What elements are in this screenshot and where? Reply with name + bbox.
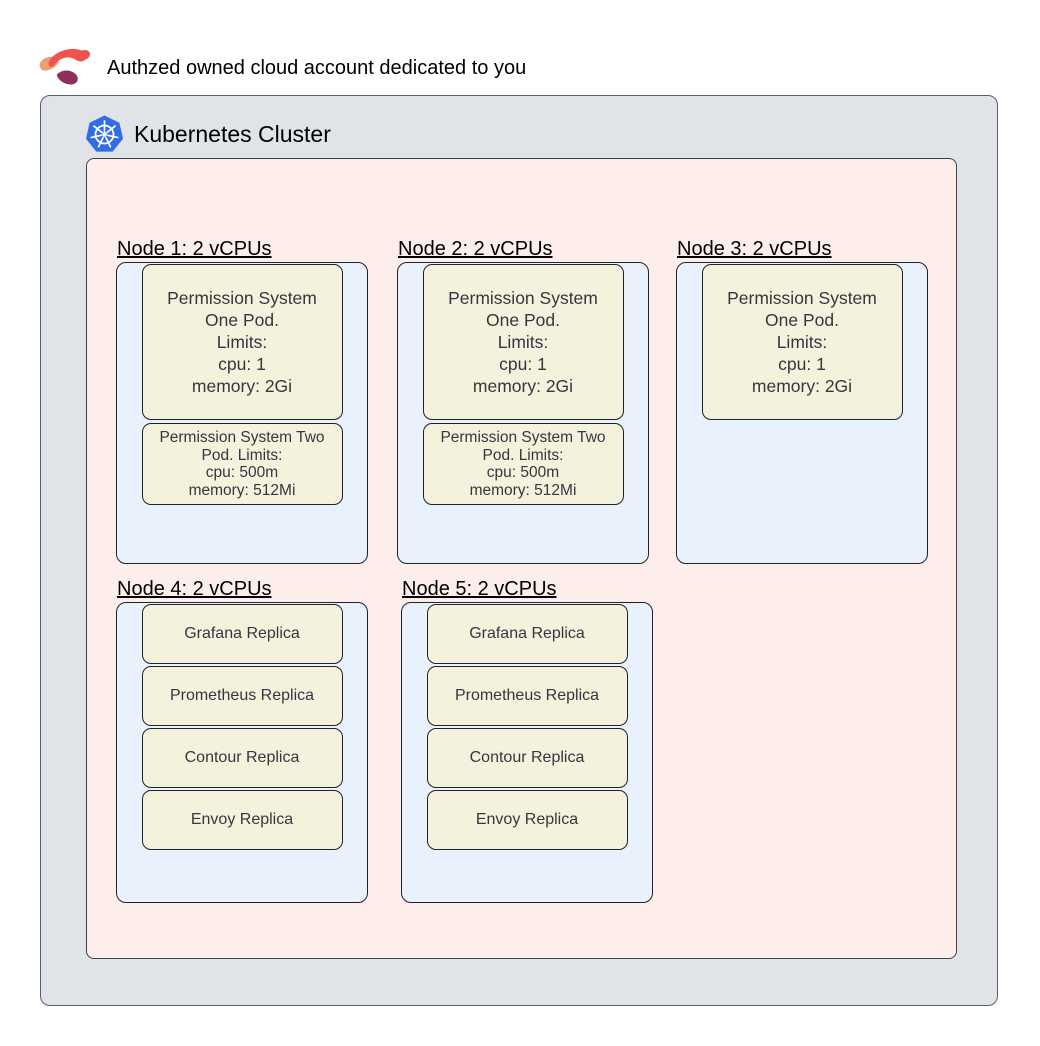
- node-5-box: Grafana Replica Prometheus Replica Conto…: [401, 602, 653, 903]
- pod-envoy-replica: Envoy Replica: [426, 790, 628, 850]
- node-4-label: Node 4: 2 vCPUs: [117, 578, 272, 600]
- node-5: Node 5: 2 vCPUs Grafana Replica Promethe…: [401, 578, 653, 903]
- cluster-label: Kubernetes Cluster: [134, 121, 331, 147]
- pod-contour-replica: Contour Replica: [141, 728, 343, 788]
- pod-permission-system-one: Permission System One Pod. Limits: cpu: …: [701, 264, 903, 420]
- node-1-label: Node 1: 2 vCPUs: [117, 238, 272, 260]
- node-3: Node 3: 2 vCPUs Permission System One Po…: [676, 238, 928, 564]
- node-4-box: Grafana Replica Prometheus Replica Conto…: [116, 602, 368, 903]
- authzed-logo-icon: [39, 48, 90, 85]
- node-2-box: Permission System One Pod. Limits: cpu: …: [397, 262, 649, 564]
- node-4: Node 4: 2 vCPUs Grafana Replica Promethe…: [116, 578, 368, 903]
- node-1-box: Permission System One Pod. Limits: cpu: …: [116, 262, 368, 564]
- pod-permission-system-one: Permission System One Pod. Limits: cpu: …: [141, 264, 343, 420]
- pod-permission-system-two: Permission System Two Pod. Limits: cpu: …: [141, 423, 343, 505]
- pod-permission-system-one: Permission System One Pod. Limits: cpu: …: [422, 264, 624, 420]
- pod-permission-system-two: Permission System Two Pod. Limits: cpu: …: [422, 423, 624, 505]
- node-1: Node 1: 2 vCPUs Permission System One Po…: [116, 238, 368, 564]
- node-3-box: Permission System One Pod. Limits: cpu: …: [676, 262, 928, 564]
- node-2-label: Node 2: 2 vCPUs: [398, 238, 553, 260]
- pod-prometheus-replica: Prometheus Replica: [141, 666, 343, 726]
- pod-grafana-replica: Grafana Replica: [141, 604, 343, 664]
- kubernetes-logo-icon: [86, 115, 123, 152]
- header: Authzed owned cloud account dedicated to…: [36, 40, 526, 96]
- kubernetes-cluster-box: Node 1: 2 vCPUs Permission System One Po…: [86, 158, 957, 959]
- pod-envoy-replica: Envoy Replica: [141, 790, 343, 850]
- pod-prometheus-replica: Prometheus Replica: [426, 666, 628, 726]
- page-title: Authzed owned cloud account dedicated to…: [107, 56, 527, 79]
- node-3-label: Node 3: 2 vCPUs: [677, 238, 832, 260]
- cloud-account-box: Kubernetes Cluster Node 1: 2 vCPUs Permi…: [40, 95, 998, 1006]
- pod-contour-replica: Contour Replica: [426, 728, 628, 788]
- cluster-header: Kubernetes Cluster: [84, 114, 331, 155]
- node-5-label: Node 5: 2 vCPUs: [402, 578, 557, 600]
- node-2: Node 2: 2 vCPUs Permission System One Po…: [397, 238, 649, 564]
- pod-grafana-replica: Grafana Replica: [426, 604, 628, 664]
